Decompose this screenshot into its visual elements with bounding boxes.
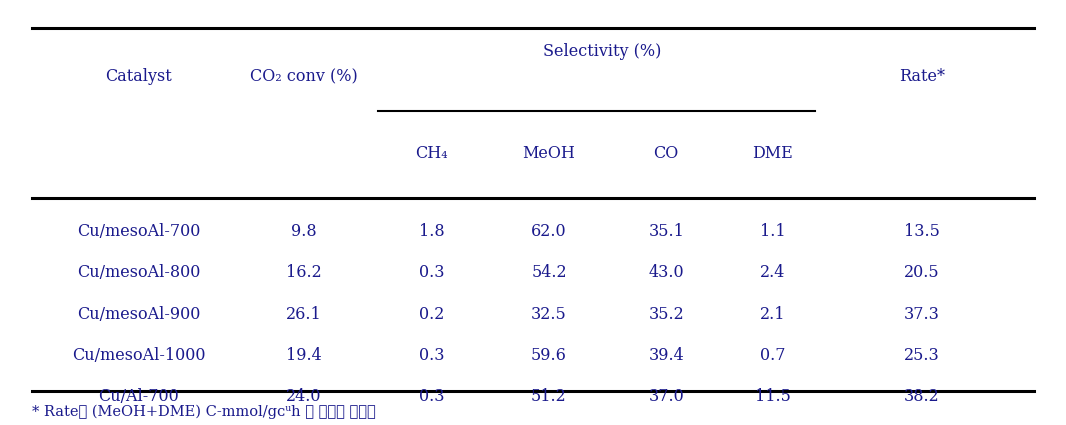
Text: 20.5: 20.5	[904, 264, 940, 281]
Text: 32.5: 32.5	[531, 306, 567, 323]
Text: DME: DME	[753, 144, 793, 162]
Text: 51.2: 51.2	[531, 388, 567, 405]
Text: 24.0: 24.0	[286, 388, 322, 405]
Text: 25.3: 25.3	[904, 347, 940, 364]
Text: 39.4: 39.4	[648, 347, 684, 364]
Text: Cu/mesoAl-1000: Cu/mesoAl-1000	[71, 347, 206, 364]
Text: 16.2: 16.2	[286, 264, 322, 281]
Text: 0.3: 0.3	[419, 347, 445, 364]
Text: 0.3: 0.3	[419, 388, 445, 405]
Text: 0.3: 0.3	[419, 264, 445, 281]
Text: 13.5: 13.5	[904, 223, 940, 240]
Text: 38.2: 38.2	[904, 388, 940, 405]
Text: Rate*: Rate*	[899, 68, 946, 85]
Text: 54.2: 54.2	[531, 264, 567, 281]
Text: 43.0: 43.0	[648, 264, 684, 281]
Text: 37.0: 37.0	[648, 388, 684, 405]
Text: Catalyst: Catalyst	[106, 68, 172, 85]
Text: 1.8: 1.8	[419, 223, 445, 240]
Text: 0.2: 0.2	[419, 306, 445, 323]
Text: 62.0: 62.0	[531, 223, 567, 240]
Text: 2.1: 2.1	[760, 306, 786, 323]
Text: 35.2: 35.2	[648, 306, 684, 323]
Text: 26.1: 26.1	[286, 306, 322, 323]
Text: Cu/mesoAl-900: Cu/mesoAl-900	[77, 306, 200, 323]
Text: 9.8: 9.8	[291, 223, 317, 240]
Text: * Rate는 (MeOH+DME) C-mmol/gᴄᵘh 의 단위로 계산함: * Rate는 (MeOH+DME) C-mmol/gᴄᵘh 의 단위로 계산함	[32, 405, 375, 419]
Text: 59.6: 59.6	[531, 347, 567, 364]
Text: Cu/mesoAl-800: Cu/mesoAl-800	[77, 264, 200, 281]
Text: Cu/mesoAl-700: Cu/mesoAl-700	[77, 223, 200, 240]
Text: Cu/Al-700: Cu/Al-700	[98, 388, 179, 405]
Text: 11.5: 11.5	[755, 388, 791, 405]
Text: CO: CO	[653, 144, 679, 162]
Text: 0.7: 0.7	[760, 347, 786, 364]
Text: 2.4: 2.4	[760, 264, 786, 281]
Text: CH₄: CH₄	[416, 144, 448, 162]
Text: 1.1: 1.1	[760, 223, 786, 240]
Text: 35.1: 35.1	[648, 223, 684, 240]
Text: MeOH: MeOH	[522, 144, 576, 162]
Text: CO₂ conv (%): CO₂ conv (%)	[249, 68, 358, 85]
Text: 37.3: 37.3	[904, 306, 940, 323]
Text: Selectivity (%): Selectivity (%)	[543, 42, 662, 60]
Text: 19.4: 19.4	[286, 347, 322, 364]
